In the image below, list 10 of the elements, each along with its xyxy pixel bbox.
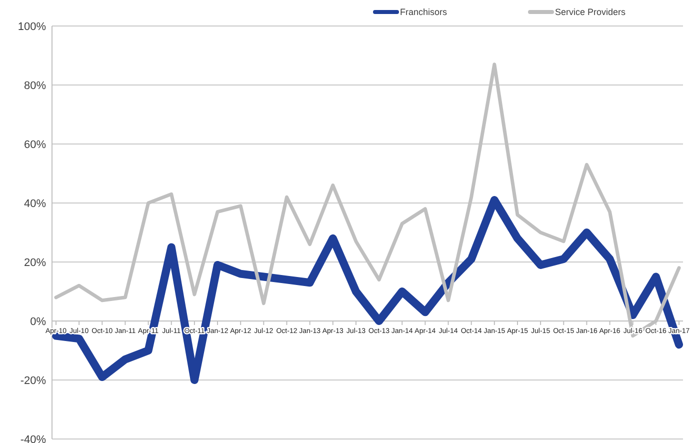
y-tick-label: 100% (18, 20, 46, 33)
legend-label: Service Providers (555, 7, 626, 18)
y-tick-label: -20% (20, 374, 46, 387)
y-tick-label: 40% (24, 198, 46, 210)
y-tick-label: 80% (24, 80, 46, 92)
legend-label: Franchisors (400, 7, 448, 18)
y-tick-label: 20% (24, 256, 46, 269)
y-tick-label: 60% (24, 138, 46, 151)
y-tick-label: -40% (20, 434, 46, 443)
y-tick-label: 0% (30, 316, 46, 328)
